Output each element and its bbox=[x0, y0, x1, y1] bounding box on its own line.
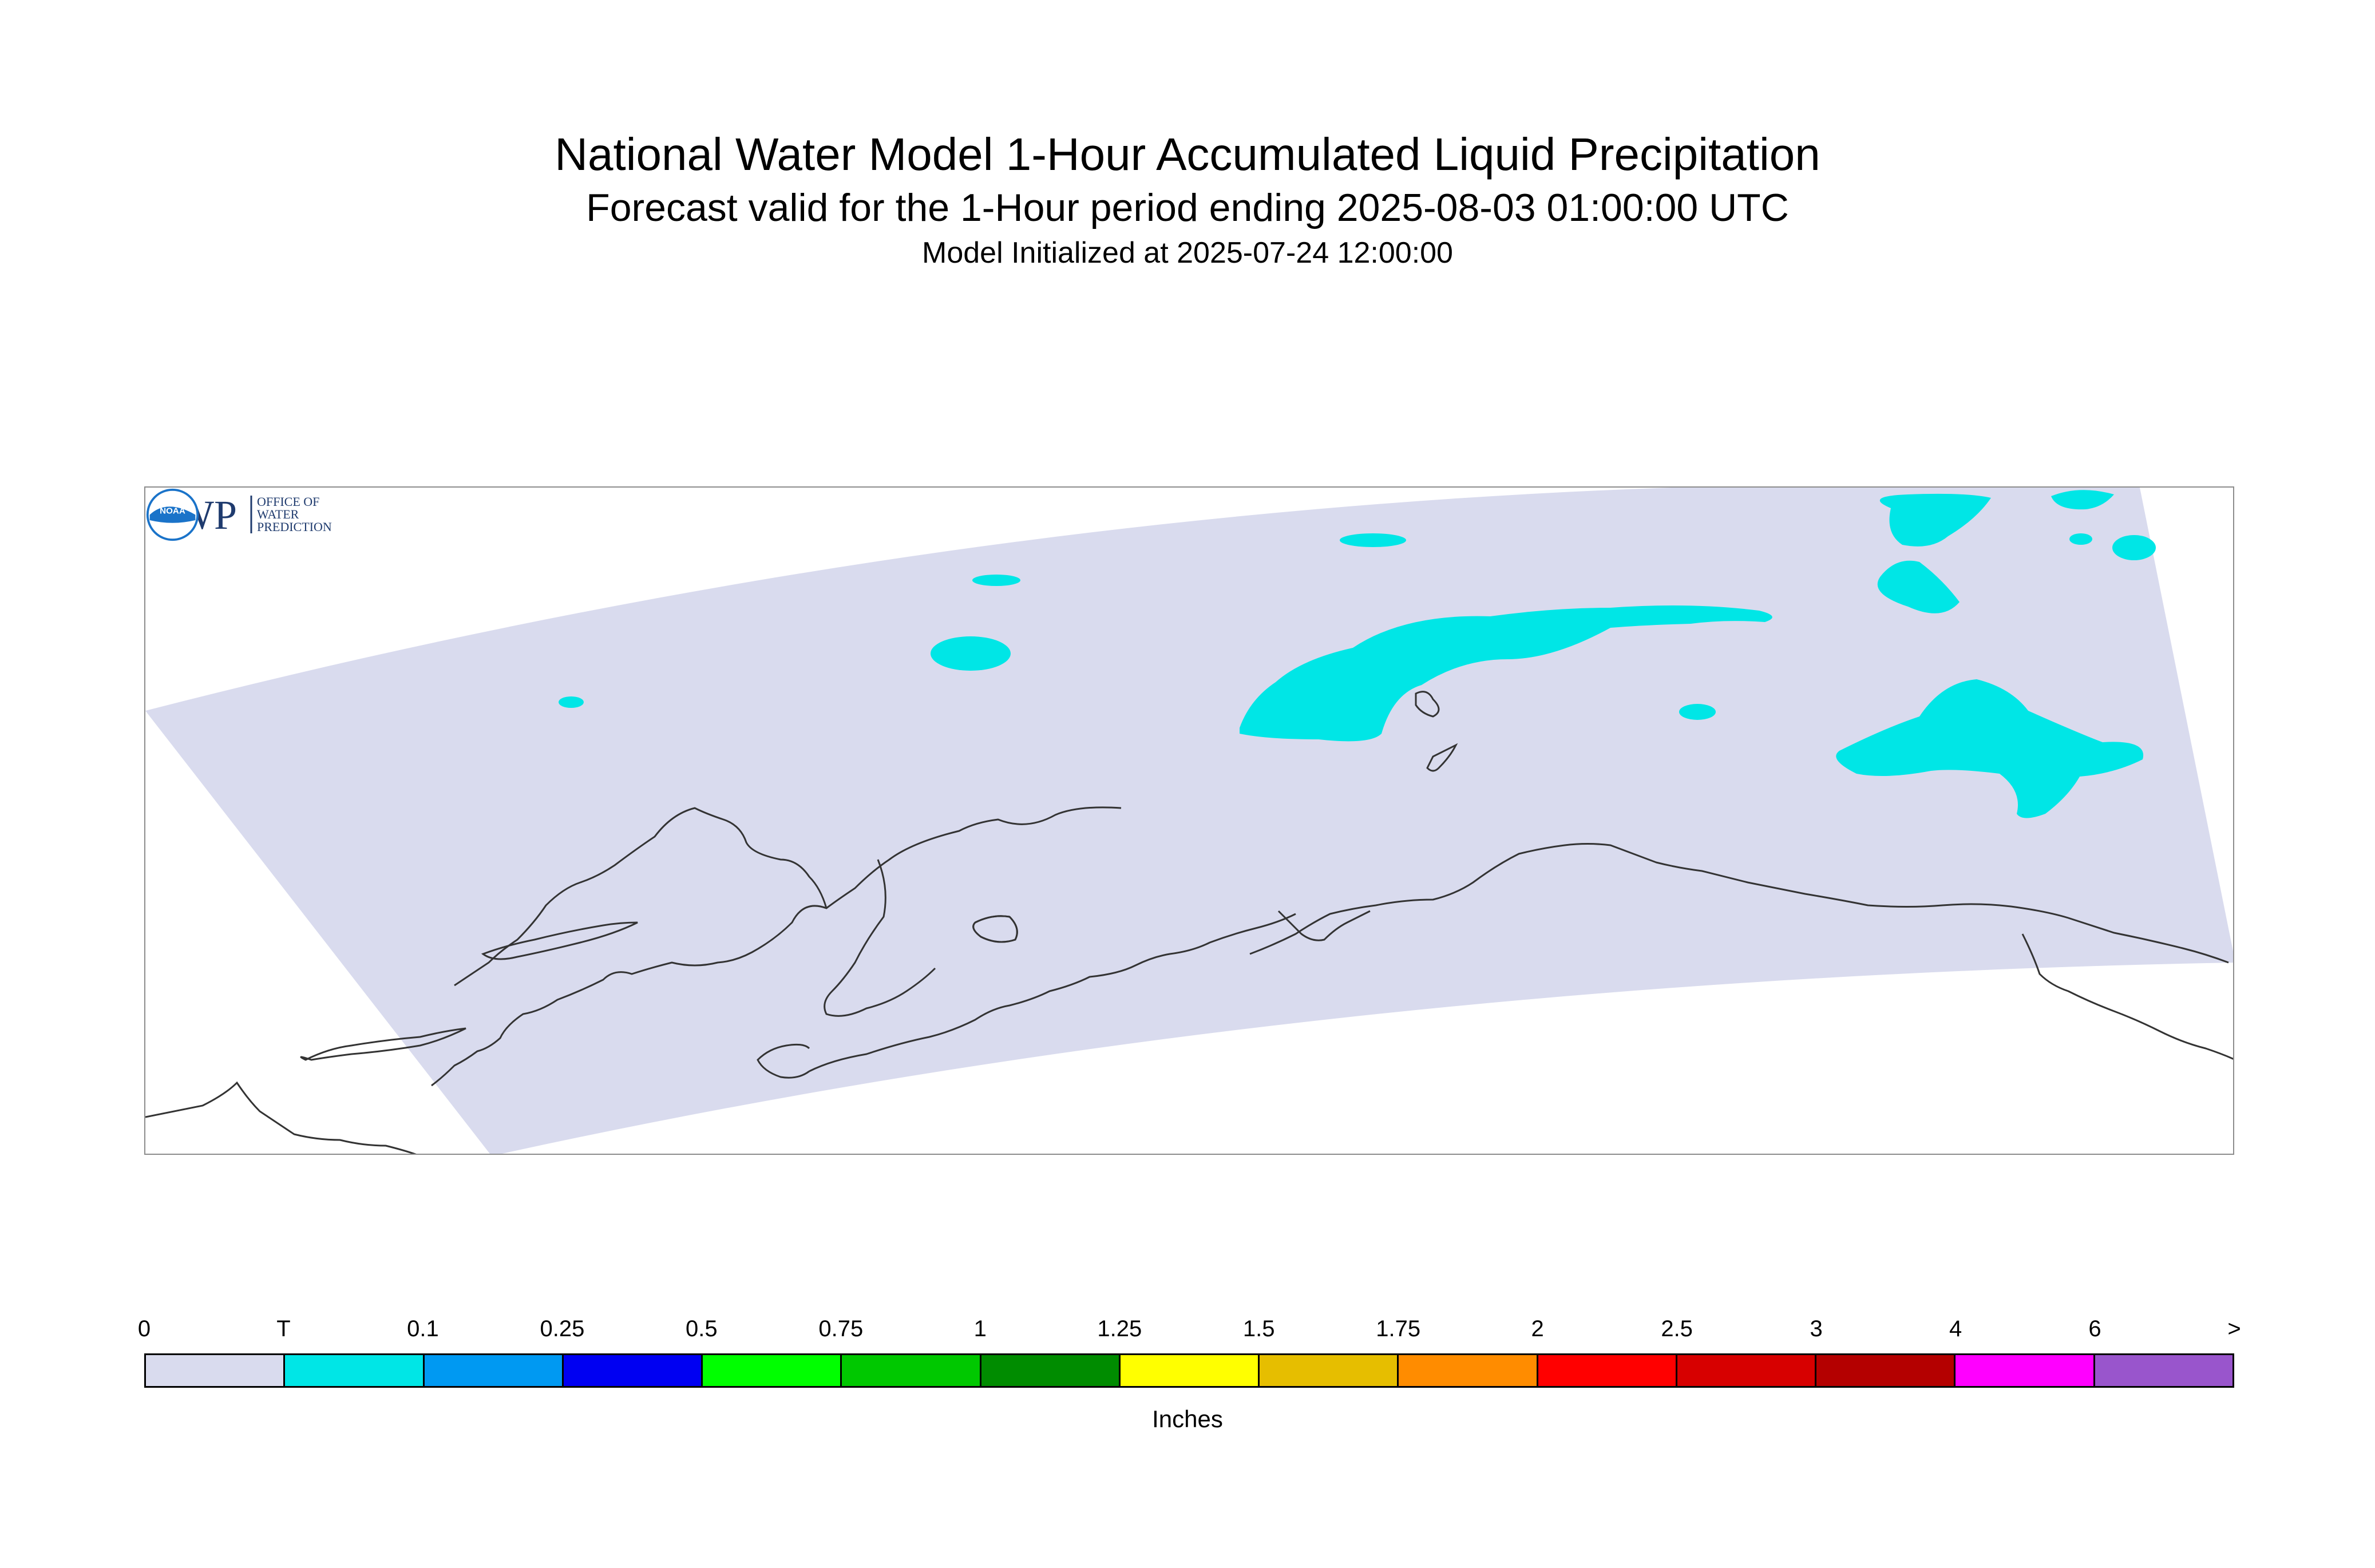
coastline-alaska-west bbox=[454, 807, 828, 987]
coastline-alaska-mainland bbox=[431, 806, 1122, 1087]
colorbar-tick-label: T bbox=[276, 1316, 291, 1341]
coastline-island-d bbox=[1415, 691, 1440, 718]
forecast-valid-subtitle: Forecast valid for the 1-Hour period end… bbox=[586, 186, 1789, 229]
colorbar-segment bbox=[1399, 1355, 1538, 1386]
coastline-island-a bbox=[481, 921, 638, 960]
precip-area bbox=[1240, 605, 1772, 742]
colorbar-segment bbox=[146, 1355, 286, 1386]
colorbar-tick-label: 0.25 bbox=[540, 1316, 585, 1341]
coastline-southwest bbox=[145, 1081, 417, 1154]
owp-logo-side-text-1: OFFICE OF bbox=[257, 494, 319, 509]
colorbar-units-label: Inches bbox=[1152, 1405, 1223, 1432]
coastline-gulf bbox=[1249, 843, 2229, 964]
noaa-logo: NOAA bbox=[146, 488, 199, 541]
colorbar-tick-label: 3 bbox=[1810, 1316, 1823, 1341]
colorbar-segment bbox=[842, 1355, 981, 1386]
map-title: National Water Model 1-Hour Accumulated … bbox=[555, 129, 1820, 180]
coastline-far-west bbox=[300, 1027, 466, 1061]
coastline-alaska-peninsula bbox=[809, 913, 1296, 1072]
model-init-subtitle: Model Initialized at 2025-07-24 12:00:00 bbox=[922, 236, 1453, 270]
precip-area bbox=[1836, 679, 2144, 818]
colorbar-segment bbox=[285, 1355, 425, 1386]
colorbar-tick-label: 1 bbox=[973, 1316, 987, 1341]
colorbar-segment bbox=[424, 1355, 564, 1386]
colorbar-tick-label: 1.25 bbox=[1097, 1316, 1142, 1341]
precip-area bbox=[1879, 493, 1991, 547]
precip-area bbox=[1877, 560, 1960, 613]
coastline-aleutian-tip bbox=[757, 1043, 810, 1079]
colorbar-tick-label: 2.5 bbox=[1661, 1316, 1693, 1341]
precip-area bbox=[1679, 704, 1716, 720]
colorbar-segment bbox=[1677, 1355, 1817, 1386]
coastline-bristol-bay bbox=[824, 859, 936, 1017]
colorbar-tick-label: 1.75 bbox=[1376, 1316, 1421, 1341]
colorbar-segment bbox=[1956, 1355, 2095, 1386]
precip-area bbox=[2112, 535, 2156, 560]
colorbar-segment bbox=[703, 1355, 842, 1386]
precip-area bbox=[2051, 490, 2114, 510]
precipitation-map: OWP OFFICE OF WATER PREDICTION NOAA bbox=[144, 486, 2234, 1155]
colorbar-tick-label: 2 bbox=[1531, 1316, 1544, 1341]
colorbar-segment bbox=[1260, 1355, 1399, 1386]
precip-area bbox=[2069, 533, 2092, 545]
colorbar-segment bbox=[1538, 1355, 1677, 1386]
colorbar-tick-label: 0 bbox=[137, 1316, 151, 1341]
coastline-east bbox=[2021, 933, 2233, 1060]
colorbar-segment bbox=[563, 1355, 703, 1386]
coastline-island-c bbox=[972, 915, 1018, 943]
model-domain-region bbox=[145, 488, 2233, 1154]
colorbar-segment bbox=[2095, 1355, 2232, 1386]
colorbar-segment bbox=[1816, 1355, 1956, 1386]
colorbar-tick-label: 0.5 bbox=[686, 1316, 718, 1341]
owp-logo-side-text-2: WATER bbox=[257, 507, 299, 521]
noaa-logo-text: NOAA bbox=[160, 506, 185, 516]
colorbar-tick-label: 0.1 bbox=[407, 1316, 439, 1341]
coastline-island-e bbox=[1426, 743, 1458, 772]
colorbar-segment bbox=[1120, 1355, 1260, 1386]
colorbar-tick-label: 6 bbox=[2088, 1316, 2101, 1341]
coastlines bbox=[145, 691, 2233, 1154]
colorbar-tick-label: 0.75 bbox=[818, 1316, 864, 1341]
precip-area bbox=[1340, 533, 1406, 547]
precip-area bbox=[972, 575, 1020, 586]
coastline-south-bank bbox=[1277, 910, 1371, 941]
precipitation-areas bbox=[559, 490, 2156, 818]
colorbar-segment bbox=[981, 1355, 1121, 1386]
precip-area bbox=[931, 636, 1011, 671]
colorbar-tick-label: > bbox=[2227, 1316, 2241, 1341]
precip-area bbox=[559, 696, 584, 708]
precipitation-colorbar bbox=[144, 1353, 2234, 1388]
colorbar-tick-label: 1.5 bbox=[1242, 1316, 1275, 1341]
colorbar-tick-label: 4 bbox=[1949, 1316, 1962, 1341]
owp-logo-side-text-3: PREDICTION bbox=[257, 520, 332, 534]
